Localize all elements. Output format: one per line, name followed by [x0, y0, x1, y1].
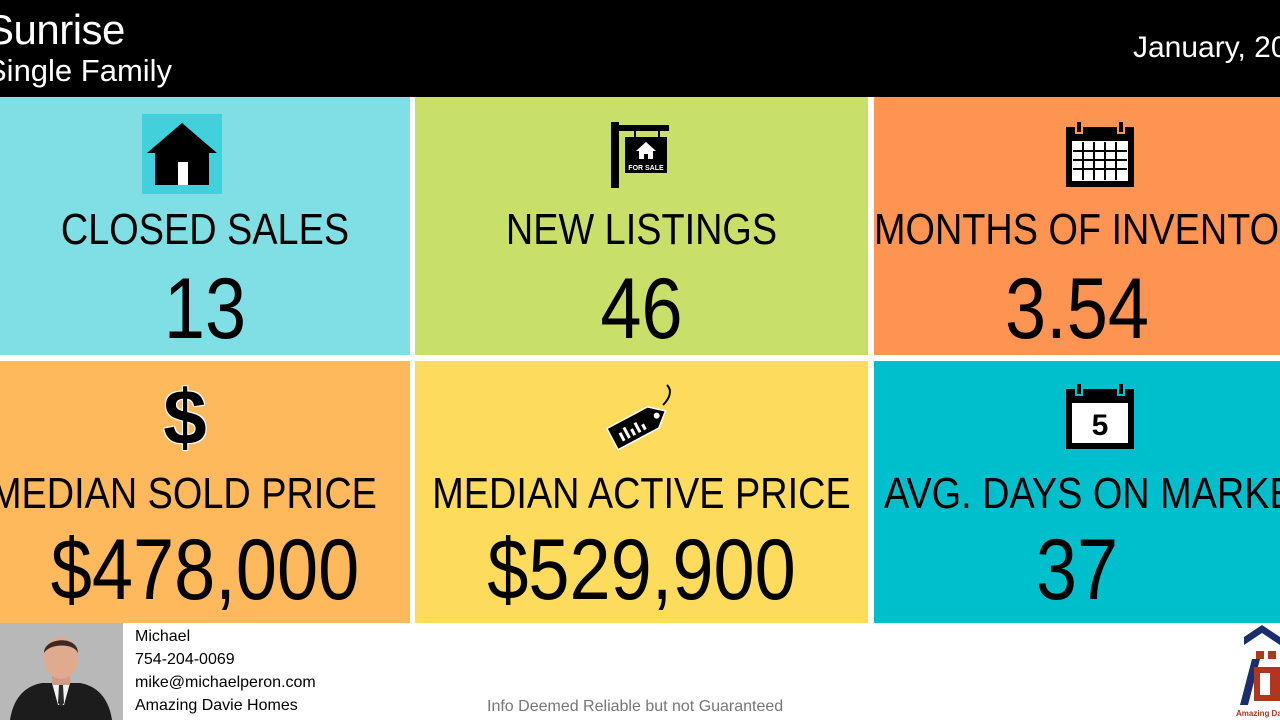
avg-days-on-market-tile: 5 AVG. DAYS ON MARKET 37 — [874, 361, 1280, 623]
agent-photo-figure — [0, 623, 123, 720]
house-icon — [142, 114, 222, 194]
price-tag-icon — [605, 384, 671, 451]
new-listings-value: 46 — [600, 261, 683, 355]
property-type: Single Family — [0, 53, 173, 88]
header-bar: Sunrise Single Family January, 2020 — [0, 0, 1280, 97]
agent-photo — [0, 623, 123, 720]
avg-days-on-market-label: AVG. DAYS ON MARKET — [884, 469, 1280, 518]
months-of-inventory-label: MONTHS OF INVENTORY — [874, 205, 1280, 254]
new-listings-tile: FOR SALE NEW LISTINGS 46 — [415, 97, 868, 355]
report-date: January, 2020 — [1133, 31, 1280, 64]
agent-company: Amazing Davie Homes — [135, 697, 298, 714]
disclaimer: Info Deemed Reliable but not Guaranteed — [487, 698, 784, 715]
company-logo-icon — [1240, 625, 1280, 705]
company-logo: Amazing Davie Homes — [1232, 623, 1280, 720]
median-sold-price-value: $478,000 — [50, 522, 360, 618]
median-active-price-label: MEDIAN ACTIVE PRICE — [432, 469, 851, 518]
closed-sales-value: 13 — [163, 261, 247, 355]
company-logo-text: Amazing Davie Homes — [1236, 709, 1280, 718]
median-active-price-value: $529,900 — [487, 522, 796, 618]
months-of-inventory-tile: MONTHS OF INVENTORY 3.54 — [874, 97, 1280, 355]
for-sale-sign-icon: FOR SALE — [611, 122, 669, 188]
closed-sales-label: CLOSED SALES — [60, 205, 350, 254]
months-of-inventory-value: 3.54 — [1005, 261, 1149, 355]
calendar-icon — [1066, 121, 1134, 187]
agent-phone[interactable]: 754-204-0069 — [135, 651, 235, 668]
median-sold-price-tile: $ MEDIAN SOLD PRICE $478,000 — [0, 361, 410, 623]
median-active-price-tile: MEDIAN ACTIVE PRICE $529,900 — [415, 361, 868, 623]
agent-email[interactable]: mike@michaelperon.com — [135, 674, 316, 691]
footer: Michael 754-204-0069 mike@michaelperon.c… — [0, 623, 1280, 720]
closed-sales-tile: CLOSED SALES 13 — [0, 97, 410, 355]
avg-days-on-market-value: 37 — [1035, 522, 1119, 618]
for-sale-text: FOR SALE — [628, 165, 664, 172]
city-title: Sunrise — [0, 6, 125, 53]
median-sold-price-label: MEDIAN SOLD PRICE — [0, 469, 377, 518]
calendar-day-number: 5 — [1092, 409, 1109, 442]
dollar-sign-icon: $ — [163, 373, 207, 461]
calendar-day-icon: 5 — [1066, 383, 1134, 449]
new-listings-label: NEW LISTINGS — [505, 205, 778, 254]
agent-name: Michael — [135, 628, 191, 645]
